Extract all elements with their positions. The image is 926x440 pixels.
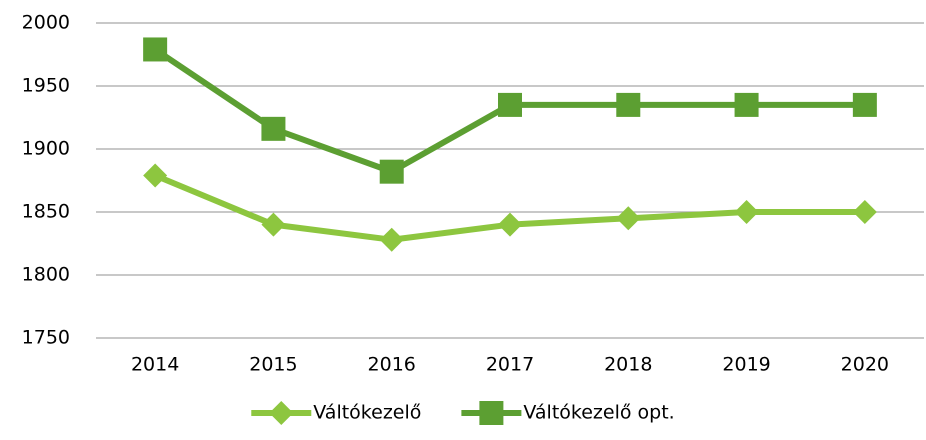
marker xyxy=(143,37,168,62)
marker xyxy=(261,116,286,141)
y-tick-label: 1900 xyxy=(22,138,70,160)
marker xyxy=(479,401,504,425)
marker xyxy=(498,212,522,237)
marker xyxy=(379,227,404,252)
marker xyxy=(498,92,522,117)
legend-label: Váltókezelő opt. xyxy=(523,402,674,424)
marker xyxy=(734,200,759,224)
x-tick-label: 2015 xyxy=(249,354,297,376)
marker xyxy=(143,163,168,188)
x-tick-label: 2017 xyxy=(486,354,534,376)
marker xyxy=(734,92,759,117)
y-tick-label: 2000 xyxy=(22,12,70,34)
x-tick-label: 2019 xyxy=(722,354,770,376)
marker xyxy=(852,92,877,117)
marker xyxy=(616,92,641,117)
marker xyxy=(269,401,294,425)
y-tick-label: 1750 xyxy=(22,327,70,349)
x-tick-label: 2016 xyxy=(368,354,416,376)
y-tick-label: 1950 xyxy=(22,75,70,97)
y-tick-label: 1800 xyxy=(22,264,70,286)
y-tick-label: 1850 xyxy=(22,201,70,223)
legend-label: Váltókezelő xyxy=(313,402,421,424)
marker xyxy=(261,212,286,237)
x-tick-label: 2020 xyxy=(841,354,889,376)
marker xyxy=(852,200,877,224)
marker xyxy=(616,206,641,231)
marker xyxy=(379,159,404,184)
x-tick-label: 2018 xyxy=(604,354,652,376)
x-tick-label: 2014 xyxy=(131,354,179,376)
